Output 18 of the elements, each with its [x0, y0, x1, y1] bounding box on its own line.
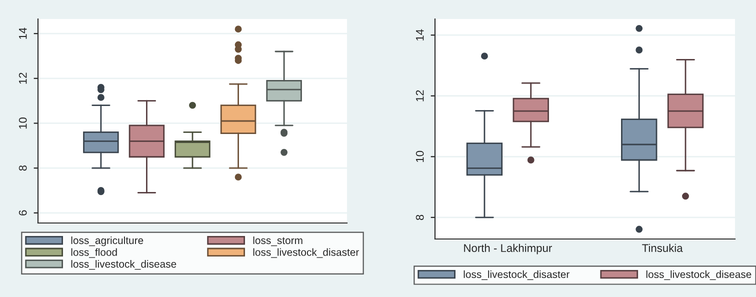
legend-label: loss_livestock_disaster [253, 248, 359, 258]
y-tick-label: 14 [19, 28, 27, 39]
x-tick-label: Tinsukia [642, 244, 683, 252]
x-tick-label: North - Lakhimpur [464, 244, 552, 254]
legend-label: loss_livestock_disease [71, 260, 176, 270]
y-tick-label: 10 [416, 150, 424, 162]
legend-label: loss_livestock_disease [646, 270, 752, 280]
y-tick-label: 8 [18, 165, 27, 171]
legend-label: loss_agriculture [71, 236, 144, 246]
legend-label: loss_storm [253, 236, 302, 246]
legend-label: loss_flood [71, 248, 117, 258]
y-tick-label: 12 [18, 72, 27, 84]
y-tick-label: 14 [416, 29, 424, 40]
y-tick-label: 10 [18, 117, 27, 129]
y-tick-label: 8 [416, 214, 424, 220]
legend-label: loss_livestock_disaster [464, 270, 570, 280]
y-tick-label: 6 [18, 210, 27, 216]
y-tick-label: 12 [416, 90, 424, 102]
